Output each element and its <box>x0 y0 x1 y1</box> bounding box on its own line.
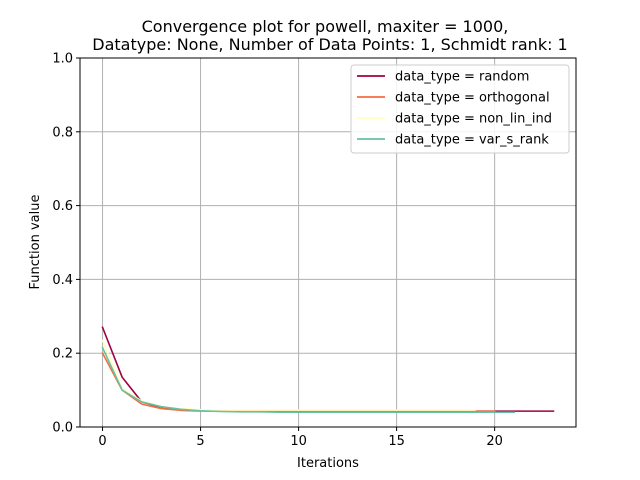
x-ticks: 0 5 10 15 20 <box>98 427 503 449</box>
legend-label: data_type = non_lin_ind <box>395 112 552 127</box>
axes-frame <box>79 57 577 428</box>
x-tick-label: 15 <box>388 434 405 449</box>
series-group <box>101 326 555 414</box>
y-tick-label: 0.6 <box>52 199 73 214</box>
y-axis-label: Function value <box>28 195 43 290</box>
y-tick-label: 1.0 <box>52 52 73 67</box>
series-line-2 <box>101 352 496 412</box>
legend: data_type = random data_type = orthogonal… <box>350 64 570 154</box>
y-tick-label: 0.2 <box>52 347 73 362</box>
x-axis-label: Iterations <box>297 456 359 471</box>
chart-title-line1: Convergence plot for powell, maxiter = 1… <box>142 17 509 36</box>
y-tick-label: 0.0 <box>52 421 73 436</box>
legend-box <box>350 64 570 154</box>
legend-label: data_type = random <box>395 70 529 85</box>
legend-label: data_type = orthogonal <box>395 91 550 106</box>
x-tick-label: 10 <box>290 434 307 449</box>
y-tick-label: 0.4 <box>52 273 73 288</box>
x-tick-label: 20 <box>486 434 503 449</box>
y-tick-label: 0.8 <box>52 125 73 140</box>
x-tick-label: 5 <box>196 434 204 449</box>
series-line-4 <box>101 346 516 414</box>
y-ticks: 0.0 0.2 0.4 0.6 0.8 1.0 <box>52 52 80 436</box>
chart-title-line2: Datatype: None, Number of Data Points: 1… <box>92 35 567 54</box>
x-tick-label: 0 <box>98 434 106 449</box>
legend-label: data_type = var_s_rank <box>395 133 549 148</box>
